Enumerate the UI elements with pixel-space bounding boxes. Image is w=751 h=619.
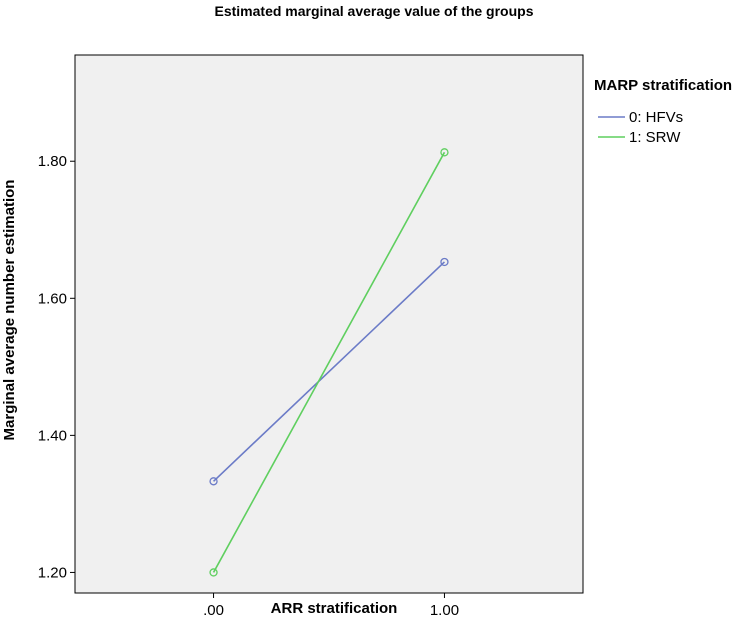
y-tick-label: 1.80 xyxy=(38,153,67,170)
chart-title: Estimated marginal average value of the … xyxy=(215,3,534,19)
legend-entry: 1: SRW xyxy=(629,129,681,146)
plot-area xyxy=(74,54,584,594)
legend: MARP stratification 0: HFVs 1: SRW xyxy=(594,77,732,146)
series-layer xyxy=(209,148,449,577)
legend-items: 0: HFVs 1: SRW xyxy=(598,109,683,146)
y-axis-label: Marginal average number estimation xyxy=(1,180,18,441)
y-tick-label: 1.60 xyxy=(38,290,67,307)
x-axis: .00 1.00 xyxy=(203,593,459,619)
data-point xyxy=(440,148,449,157)
legend-title: MARP stratification xyxy=(594,77,732,94)
x-tick-label: 1.00 xyxy=(430,602,459,619)
legend-entry: 0: HFVs xyxy=(629,109,683,126)
x-axis-label: ARR stratification xyxy=(271,600,398,617)
y-tick-label: 1.40 xyxy=(38,427,67,444)
series-line-0 xyxy=(212,261,446,482)
data-point xyxy=(440,257,449,267)
x-tick-label: .00 xyxy=(203,602,224,619)
data-point xyxy=(209,568,218,577)
data-point xyxy=(209,477,218,486)
y-axis: 1.20 1.40 1.60 1.80 xyxy=(38,153,75,581)
series-line-1 xyxy=(212,151,446,573)
y-tick-label: 1.20 xyxy=(38,564,67,581)
